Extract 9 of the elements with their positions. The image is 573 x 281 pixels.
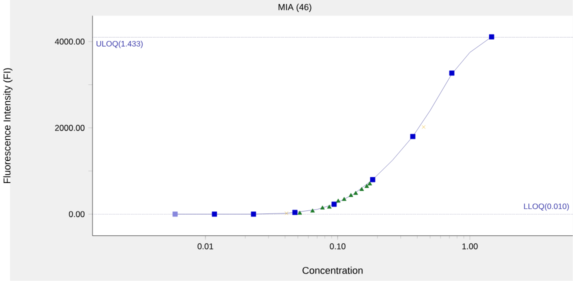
y-tick-label: 4000.00: [54, 38, 85, 45]
chart-title: MIA (46): [278, 4, 312, 12]
x-tick-label: 0.01: [198, 243, 214, 250]
y-tick-label: 2000.00: [55, 124, 85, 131]
x-tick-label: 1.00: [462, 243, 478, 250]
y-axis-title: Fluorescence Intensity (FI): [3, 68, 12, 184]
x-tick-label: 0.10: [330, 243, 346, 250]
y-tick-label: 0.00: [68, 211, 85, 218]
x-axis-title: Concentration: [302, 266, 363, 274]
